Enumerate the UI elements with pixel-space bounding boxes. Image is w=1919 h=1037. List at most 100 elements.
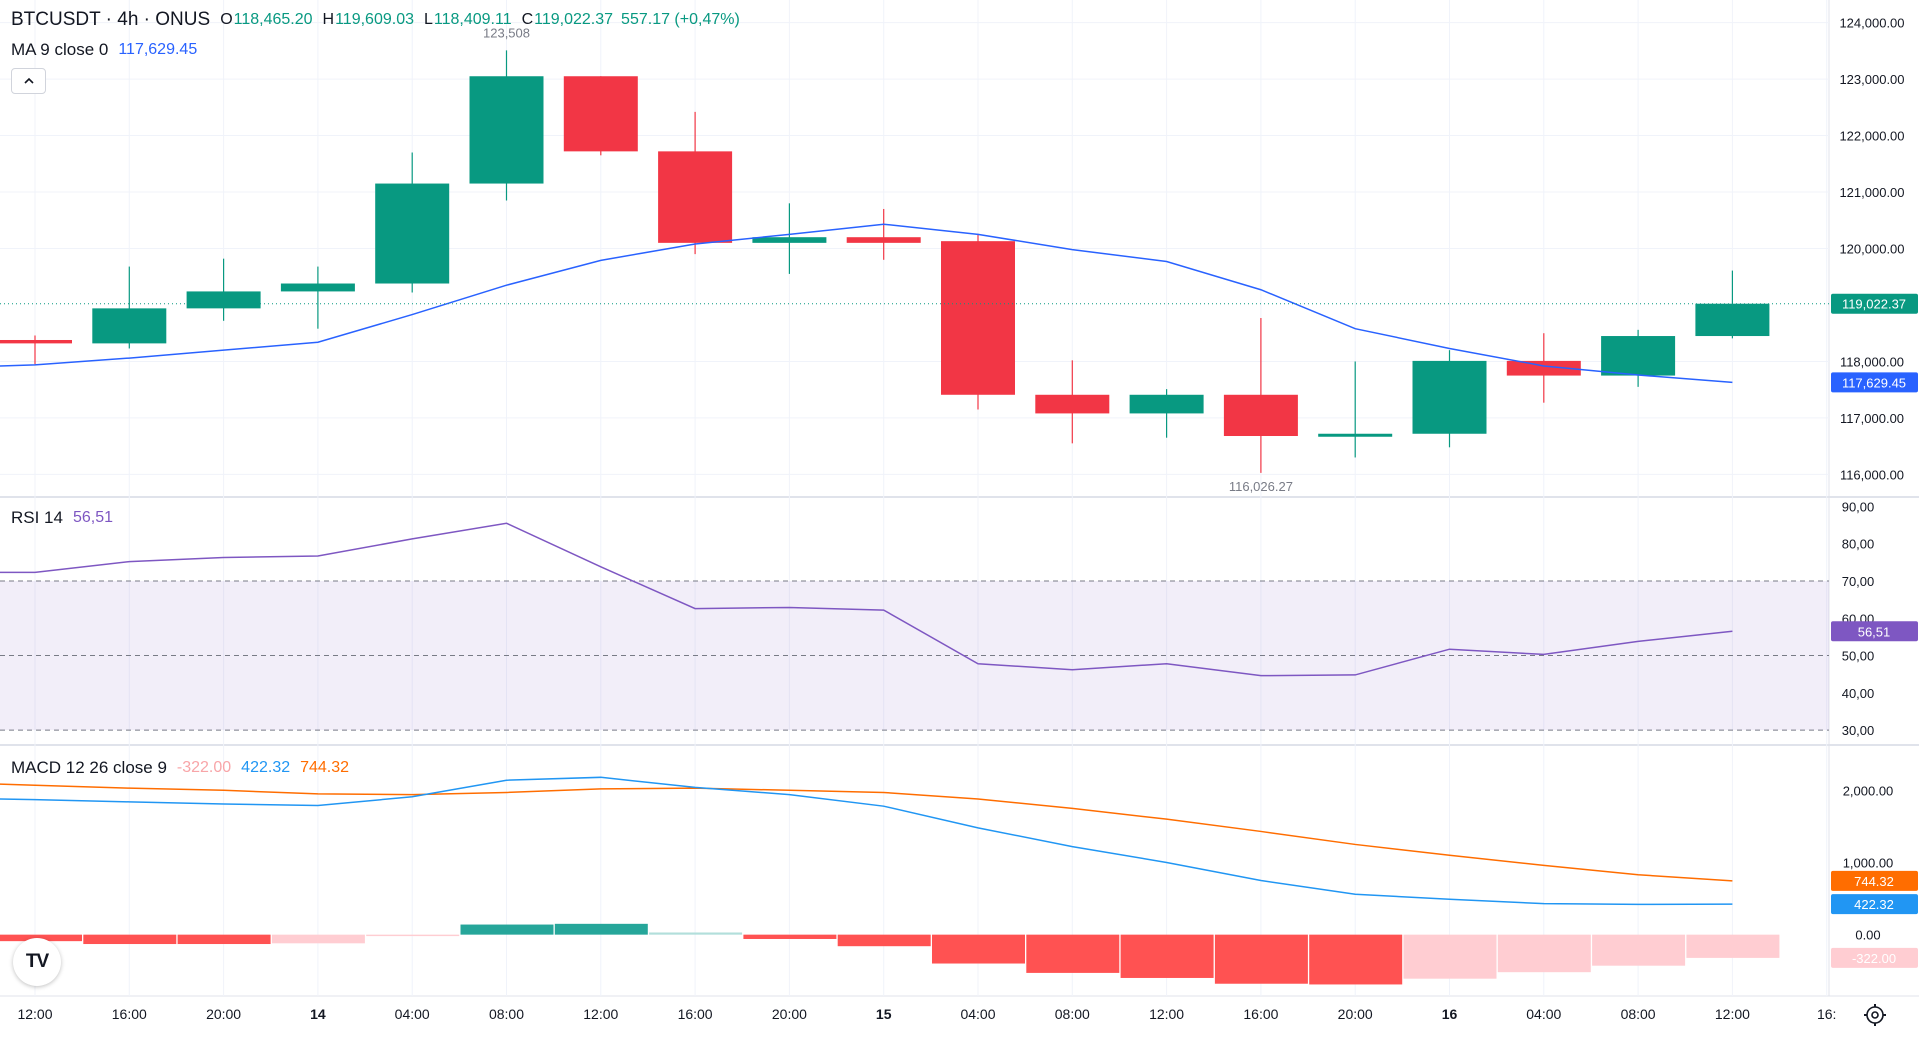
candle-down	[1223, 317, 1298, 473]
candle-body	[1695, 303, 1770, 337]
rsi-value-badge: 56,51	[1858, 624, 1891, 639]
candle-down	[846, 208, 921, 260]
gear-icon[interactable]	[1862, 1002, 1888, 1028]
macd-hist-badge-bg	[1831, 947, 1918, 968]
macd-signal-line	[0, 783, 1733, 882]
open-key: O	[220, 11, 233, 28]
price-axis-tick: 117,000.00	[1840, 411, 1904, 426]
last-price-badge: 119,022.37	[1842, 297, 1906, 312]
macd-histogram-bar	[0, 934, 82, 942]
price-axis-tick: 121,000.00	[1839, 185, 1904, 200]
time-axis-tick: 16:	[1817, 1006, 1836, 1022]
macd-histogram-bar	[271, 934, 365, 944]
time-axis-tick: 16:00	[1243, 1006, 1278, 1022]
ma-price-badge-bg	[1831, 372, 1918, 393]
candle-body	[846, 237, 921, 243]
ma-price-badge: 117,629.45	[1842, 375, 1906, 390]
macd-legend[interactable]: MACD 12 26 close 9 -322.00 422.32 744.32	[11, 758, 349, 778]
time-axis-tick: 12:00	[1715, 1006, 1750, 1022]
high-annotation: 123,508	[483, 25, 530, 40]
macd-legend-macd: 422.32	[241, 759, 291, 776]
macd-value-badge: 422.32	[1854, 897, 1894, 912]
macd-histogram-bar	[1592, 934, 1686, 966]
candle-body	[1129, 394, 1204, 414]
high-value: 119,609.03	[335, 11, 414, 28]
ma-legend-name: MA 9 close 0	[11, 40, 109, 59]
candle-body	[1318, 433, 1393, 437]
candle-down	[1506, 333, 1581, 403]
last-price-badge-bg	[1831, 293, 1918, 314]
candle-body	[752, 237, 827, 243]
time-axis-tick: 20:00	[1338, 1006, 1373, 1022]
ma-legend[interactable]: MA 9 close 0 117,629.45	[11, 40, 197, 60]
candle-body	[1035, 394, 1110, 414]
macd-legend-name: MACD 12 26 close 9	[11, 758, 167, 777]
candle-body	[1601, 336, 1676, 376]
symbol-title[interactable]: BTCUSDT · 4h · ONUS	[11, 9, 211, 30]
macd-signal-badge: 744.32	[1854, 874, 1894, 889]
macd-histogram-bar	[83, 934, 177, 945]
price-axis-tick: 116,000.00	[1840, 467, 1904, 482]
low-value: 118,409.11	[433, 11, 512, 28]
candle-body	[375, 183, 450, 284]
candle-body	[280, 283, 355, 292]
rsi-value-badge-bg	[1831, 621, 1918, 642]
candle-down	[941, 233, 1015, 410]
time-axis-tick: 12:00	[583, 1006, 618, 1022]
candle-down	[658, 111, 733, 255]
rsi-legend-value: 56,51	[72, 509, 114, 526]
low-key: L	[423, 11, 433, 28]
low-annotation: 116,026.27	[1229, 479, 1293, 494]
candle-up	[186, 258, 261, 321]
candle-down	[0, 335, 72, 365]
macd-histogram-bar	[1214, 934, 1308, 984]
tradingview-logo[interactable]: TV	[13, 938, 61, 986]
macd-axis-tick: 2,000.00	[1843, 783, 1894, 798]
candle-body	[563, 76, 638, 152]
macd-histogram-bar	[1120, 934, 1214, 978]
candle-body	[469, 76, 544, 184]
candle-body	[941, 241, 1015, 395]
candle-body	[0, 339, 72, 344]
macd-histogram-bar	[1497, 934, 1591, 973]
ma-legend-value: 117,629.45	[118, 41, 198, 58]
macd-histogram-bar	[649, 932, 743, 935]
macd-hist-badge: -322.00	[1852, 951, 1896, 966]
candle-up	[752, 203, 827, 274]
macd-axis-tick: 0.00	[1855, 928, 1880, 943]
macd-legend-signal: 744.32	[300, 759, 350, 776]
time-axis-tick: 12:00	[17, 1006, 52, 1022]
rsi-line	[0, 522, 1733, 677]
candle-body	[186, 291, 261, 309]
rsi-axis-tick: 70,00	[1842, 574, 1875, 589]
macd-histogram-bar	[1686, 934, 1780, 958]
close-value: 119,022.37	[534, 11, 614, 28]
macd-histogram-bar	[366, 934, 460, 937]
candle-body	[1223, 394, 1298, 437]
macd-axis-tick: 1,000.00	[1843, 855, 1894, 870]
rsi-axis-tick: 30,00	[1842, 723, 1875, 738]
time-axis-tick: 08:00	[1055, 1006, 1090, 1022]
candle-up	[1412, 350, 1487, 448]
collapse-legend-button[interactable]	[11, 68, 46, 94]
price-axis-tick: 122,000.00	[1839, 129, 1904, 144]
price-axis-tick: 120,000.00	[1839, 242, 1904, 257]
rsi-legend[interactable]: RSI 14 56,51	[11, 508, 113, 528]
time-axis-tick: 04:00	[1526, 1006, 1561, 1022]
candle-up	[375, 152, 450, 293]
macd-histogram-bar	[177, 934, 271, 945]
high-key: H	[322, 11, 335, 28]
candle-up	[1601, 329, 1676, 387]
macd-value-badge-bg	[1831, 894, 1918, 915]
candle-body	[92, 308, 167, 344]
candle-body	[1412, 360, 1487, 434]
close-key: C	[521, 11, 534, 28]
macd-histogram-bar	[743, 934, 837, 939]
candle-up	[280, 266, 355, 329]
time-axis-tick: 16	[1442, 1006, 1458, 1022]
time-axis-tick: 08:00	[489, 1006, 524, 1022]
price-axis-tick: 124,000.00	[1839, 16, 1904, 31]
time-axis-tick: 08:00	[1621, 1006, 1656, 1022]
rsi-axis-tick: 50,00	[1842, 649, 1875, 664]
